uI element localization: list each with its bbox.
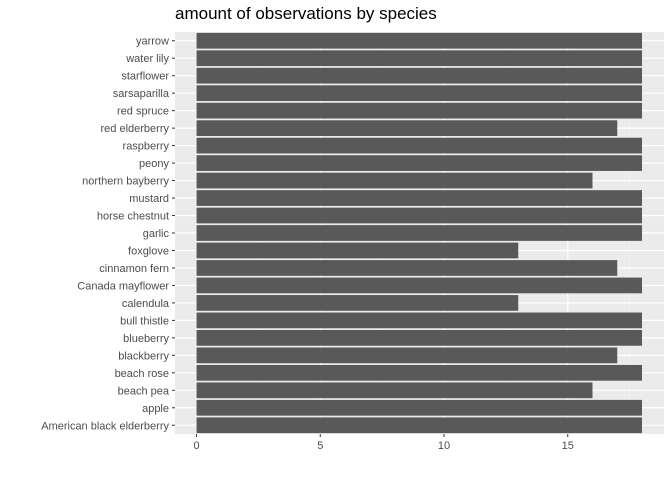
y-tick-label: bull thistle	[120, 315, 169, 327]
y-tick-label: beach rose	[115, 368, 169, 380]
bar-northern-bayberry	[196, 172, 593, 189]
chart-title: amount of observations by species	[175, 4, 437, 23]
x-tick-label: 10	[438, 440, 450, 452]
y-tick-label: blueberry	[123, 333, 169, 345]
bar-red-spruce	[196, 102, 642, 119]
y-tick-label: peony	[139, 158, 169, 170]
bar-horse-chestnut	[196, 207, 642, 224]
bar-blackberry	[196, 347, 618, 364]
y-tick-label: apple	[142, 403, 169, 415]
bar-starflower	[196, 67, 642, 84]
y-tick-label: raspberry	[123, 141, 170, 153]
bar-bull-thistle	[196, 312, 642, 329]
bar-water-lily	[196, 50, 642, 67]
x-tick-label: 5	[317, 440, 323, 452]
y-tick-label: blackberry	[118, 350, 169, 362]
bar-sarsaparilla	[196, 85, 642, 102]
bar-yarrow	[196, 32, 642, 49]
y-tick-label: American black elderberry	[41, 420, 169, 432]
y-tick-label: Canada mayflower	[77, 280, 169, 292]
bar-red-elderberry	[196, 120, 618, 136]
bar-apple	[196, 399, 642, 416]
x-tick-label: 15	[562, 440, 574, 452]
y-tick-label: sarsaparilla	[113, 88, 170, 100]
y-tick-label: water lily	[125, 53, 169, 65]
y-tick-label: calendula	[122, 298, 170, 310]
y-tick-label: horse chestnut	[97, 211, 169, 223]
y-tick-label: mustard	[129, 193, 169, 205]
y-tick-label: yarrow	[136, 36, 169, 48]
y-tick-label: northern bayberry	[82, 176, 169, 188]
bar-mustard	[196, 190, 642, 206]
y-tick-label: cinnamon fern	[99, 263, 169, 275]
y-tick-label: starflower	[121, 71, 169, 83]
bar-cinnamon-fern	[196, 260, 618, 276]
x-tick-label: 0	[193, 440, 199, 452]
bar-calendula	[196, 295, 519, 311]
bar-beach-rose	[196, 364, 642, 381]
y-tick-label: red elderberry	[101, 123, 170, 135]
y-tick-label: red spruce	[117, 106, 169, 118]
bar-garlic	[196, 225, 642, 241]
y-tick-label: foxglove	[128, 245, 169, 257]
bar-beach-pea	[196, 382, 593, 399]
bar-canada-mayflower	[196, 277, 642, 294]
bar-peony	[196, 155, 642, 171]
y-tick-label: garlic	[143, 228, 170, 240]
y-tick-label: beach pea	[118, 385, 170, 397]
bar-raspberry	[196, 137, 642, 154]
bar-blueberry	[196, 330, 642, 346]
bar-foxglove	[196, 242, 519, 259]
bar-american-black-elderberry	[196, 417, 642, 434]
